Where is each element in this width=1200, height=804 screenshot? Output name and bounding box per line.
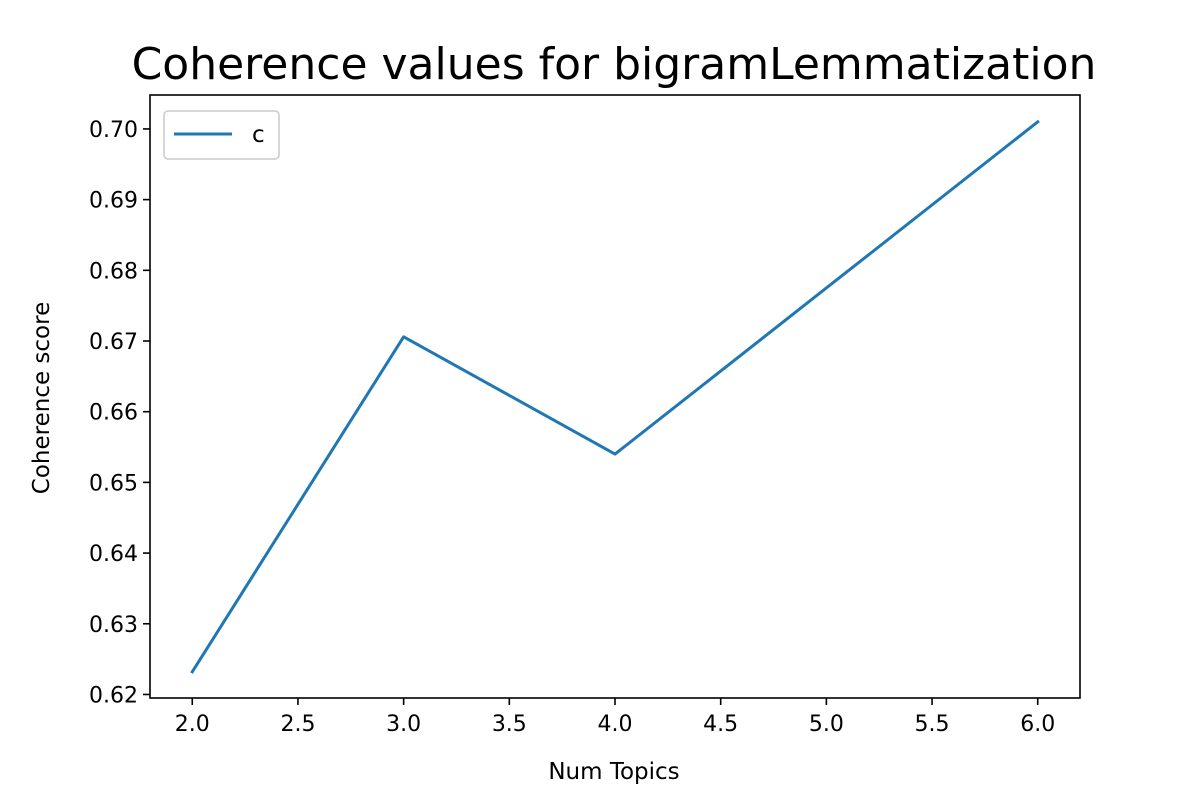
legend: c xyxy=(163,110,280,160)
x-tick-label: 4.0 xyxy=(598,712,633,737)
y-tick-label: 0.67 xyxy=(89,330,138,355)
y-tick-label: 0.70 xyxy=(89,118,138,143)
x-tick-label: 2.5 xyxy=(280,712,315,737)
y-tick-label: 0.68 xyxy=(89,259,138,284)
y-tick-label: 0.64 xyxy=(89,542,138,567)
x-tick-label: 4.5 xyxy=(703,712,738,737)
y-tick-label: 0.69 xyxy=(89,189,138,214)
legend-label: c xyxy=(252,122,265,148)
y-tick-label: 0.62 xyxy=(89,683,138,708)
x-tick-label: 6.0 xyxy=(1020,712,1055,737)
x-tick-label: 5.0 xyxy=(809,712,844,737)
y-axis-label: Coherence score xyxy=(29,302,55,494)
x-tick-label: 3.5 xyxy=(492,712,527,737)
series-line-0 xyxy=(190,119,1040,674)
x-axis-label: Num Topics xyxy=(548,759,679,785)
plot-area: 2.0 2.5 3.0 3.5 4.0 4.5 5.0 5.5 6.0 0.62 0.63 0.64 0… xyxy=(89,94,1081,737)
x-tick-label: 5.5 xyxy=(915,712,950,737)
x-tick-label: 2.0 xyxy=(175,712,210,737)
y-tick-label: 0.65 xyxy=(89,471,138,496)
chart-title: Coherence values for bigramLemmatization xyxy=(132,39,1097,90)
y-tick-label: 0.63 xyxy=(89,613,138,638)
axes-frame xyxy=(149,94,1081,699)
x-tick-label: 3.0 xyxy=(386,712,421,737)
y-tick-label: 0.66 xyxy=(89,401,138,426)
